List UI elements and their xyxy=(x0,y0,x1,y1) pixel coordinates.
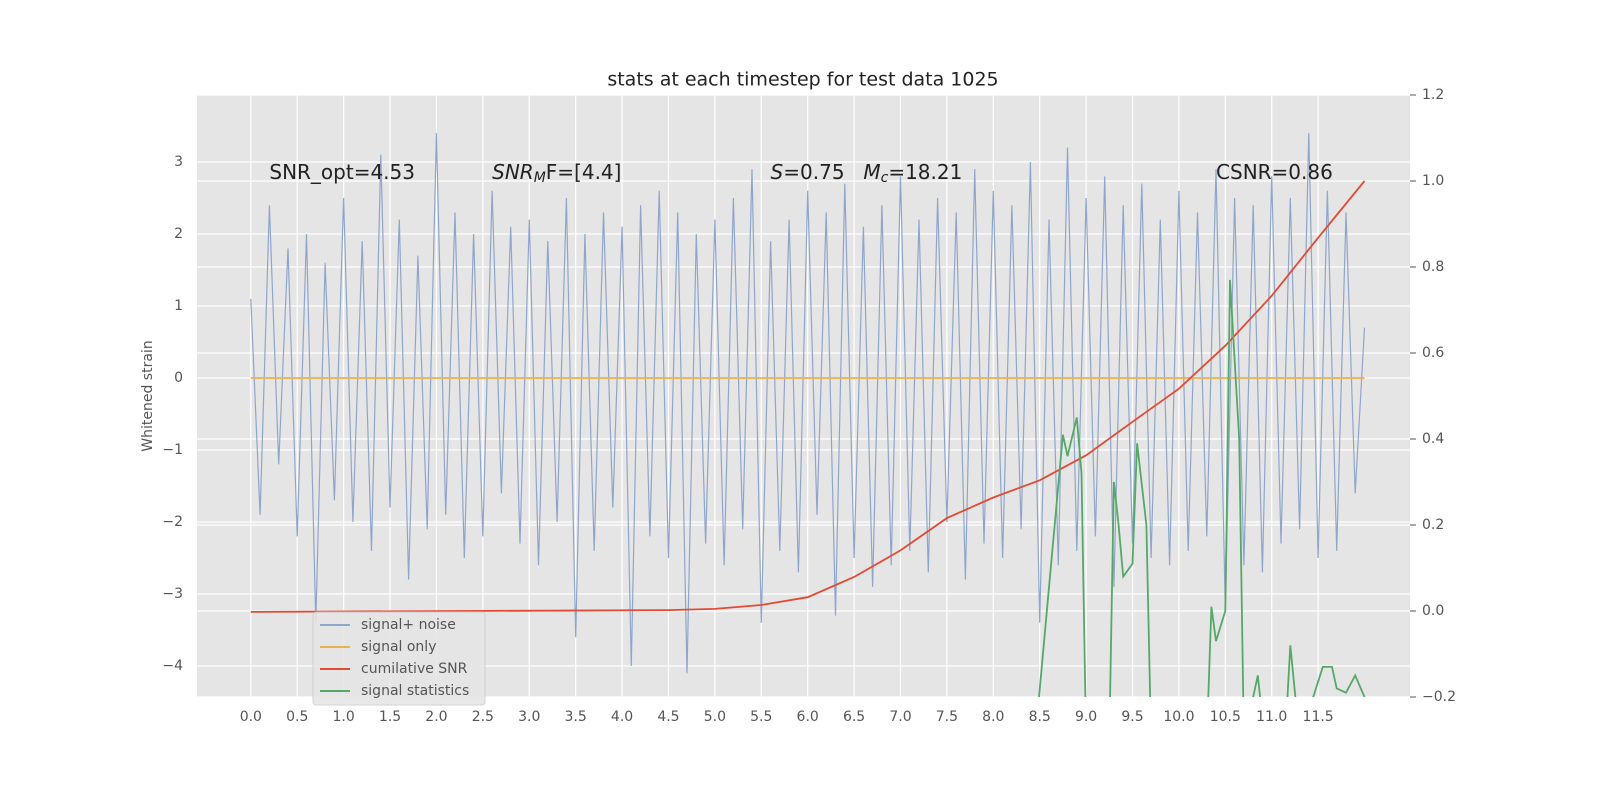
x-tick-label: 4.0 xyxy=(611,709,633,725)
y-tick-label: 2 xyxy=(174,226,183,242)
series-line xyxy=(250,180,1366,613)
legend-box xyxy=(312,611,486,706)
annotation: S=0.75 xyxy=(771,159,845,183)
x-tick-label: 10.0 xyxy=(1163,709,1194,725)
annotation-part: SNR_opt=4.53 xyxy=(269,159,415,183)
legend: signal+ noise signal only cumilative SNR si… xyxy=(312,611,486,706)
plot-area xyxy=(197,95,1410,697)
y-tick-label: 0 xyxy=(174,370,183,386)
x-tick-label: 3.0 xyxy=(518,709,540,725)
y2-tick-label: 0.6 xyxy=(1422,345,1444,361)
x-tick-label: 1.5 xyxy=(379,709,401,725)
y-tick-label: −1 xyxy=(162,442,183,458)
annotation: SNRMF=[4.4] xyxy=(492,159,621,186)
y2-tick-label: −0.2 xyxy=(1422,689,1456,705)
annotation-part: M xyxy=(534,170,546,186)
series-group xyxy=(250,133,1366,697)
y-tick-label: −2 xyxy=(162,514,183,530)
x-tick-label: 11.0 xyxy=(1256,709,1287,725)
y2-tick-label: 1.2 xyxy=(1422,87,1444,103)
y2-tick-label: 0.8 xyxy=(1422,259,1444,275)
y2-tick-label: 1.0 xyxy=(1422,173,1444,189)
x-tick-label: 0.0 xyxy=(240,709,262,725)
legend-label: signal statistics xyxy=(361,683,469,699)
y-axis-label: Whitened strain xyxy=(140,340,156,451)
x-tick-label: 8.5 xyxy=(1029,709,1051,725)
annotation-part: M xyxy=(863,159,880,183)
x-tick-label: 4.5 xyxy=(657,709,679,725)
annotation: SNR_opt=4.53 xyxy=(269,159,415,183)
x-tick-label: 2.0 xyxy=(425,709,447,725)
annotation-part: S xyxy=(771,159,784,183)
x-tick-label: 7.0 xyxy=(889,709,911,725)
y2-tick-label: 0.0 xyxy=(1422,603,1444,619)
annotation-part: CSNR=0.86 xyxy=(1216,159,1333,183)
x-tick-label: 5.5 xyxy=(750,709,772,725)
series-line xyxy=(250,133,1366,674)
x-tick-label: 6.5 xyxy=(843,709,865,725)
x-tick-label: 0.5 xyxy=(286,709,308,725)
x-tick-label: 10.5 xyxy=(1210,709,1241,725)
chart-title: stats at each timestep for test data 102… xyxy=(607,69,998,91)
annotation-part: =0.75 xyxy=(783,159,844,183)
annotation-part: =18.21 xyxy=(888,159,962,183)
series-line xyxy=(1038,279,1366,697)
y2-tick-label: 0.4 xyxy=(1422,431,1444,447)
annotation: Mc=18.21 xyxy=(863,159,962,186)
legend-label: cumilative SNR xyxy=(361,661,468,677)
annotation-part: SNR xyxy=(492,159,534,183)
x-tick-label: 1.0 xyxy=(333,709,355,725)
x-tick-label: 3.5 xyxy=(565,709,587,725)
x-tick-label: 7.5 xyxy=(936,709,958,725)
x-tick-label: 2.5 xyxy=(472,709,494,725)
annotation: CSNR=0.86 xyxy=(1216,159,1333,183)
legend-label: signal+ noise xyxy=(361,617,456,633)
legend-label: signal only xyxy=(361,639,436,655)
x-tick-label: 9.5 xyxy=(1121,709,1143,725)
annotation-part: c xyxy=(881,170,889,186)
x-tick-label: 8.0 xyxy=(982,709,1004,725)
annotation-part: F=[4.4] xyxy=(546,159,622,183)
y-tick-label: −4 xyxy=(162,658,183,674)
x-tick-label: 6.0 xyxy=(797,709,819,725)
x-tick-label: 11.5 xyxy=(1303,709,1334,725)
y2-tick-label: 0.2 xyxy=(1422,517,1444,533)
y-tick-label: 3 xyxy=(174,154,183,170)
x-tick-label: 9.0 xyxy=(1075,709,1097,725)
y-tick-label: −3 xyxy=(162,586,183,602)
x-tick-label: 5.0 xyxy=(704,709,726,725)
y-tick-label: 1 xyxy=(174,298,183,314)
